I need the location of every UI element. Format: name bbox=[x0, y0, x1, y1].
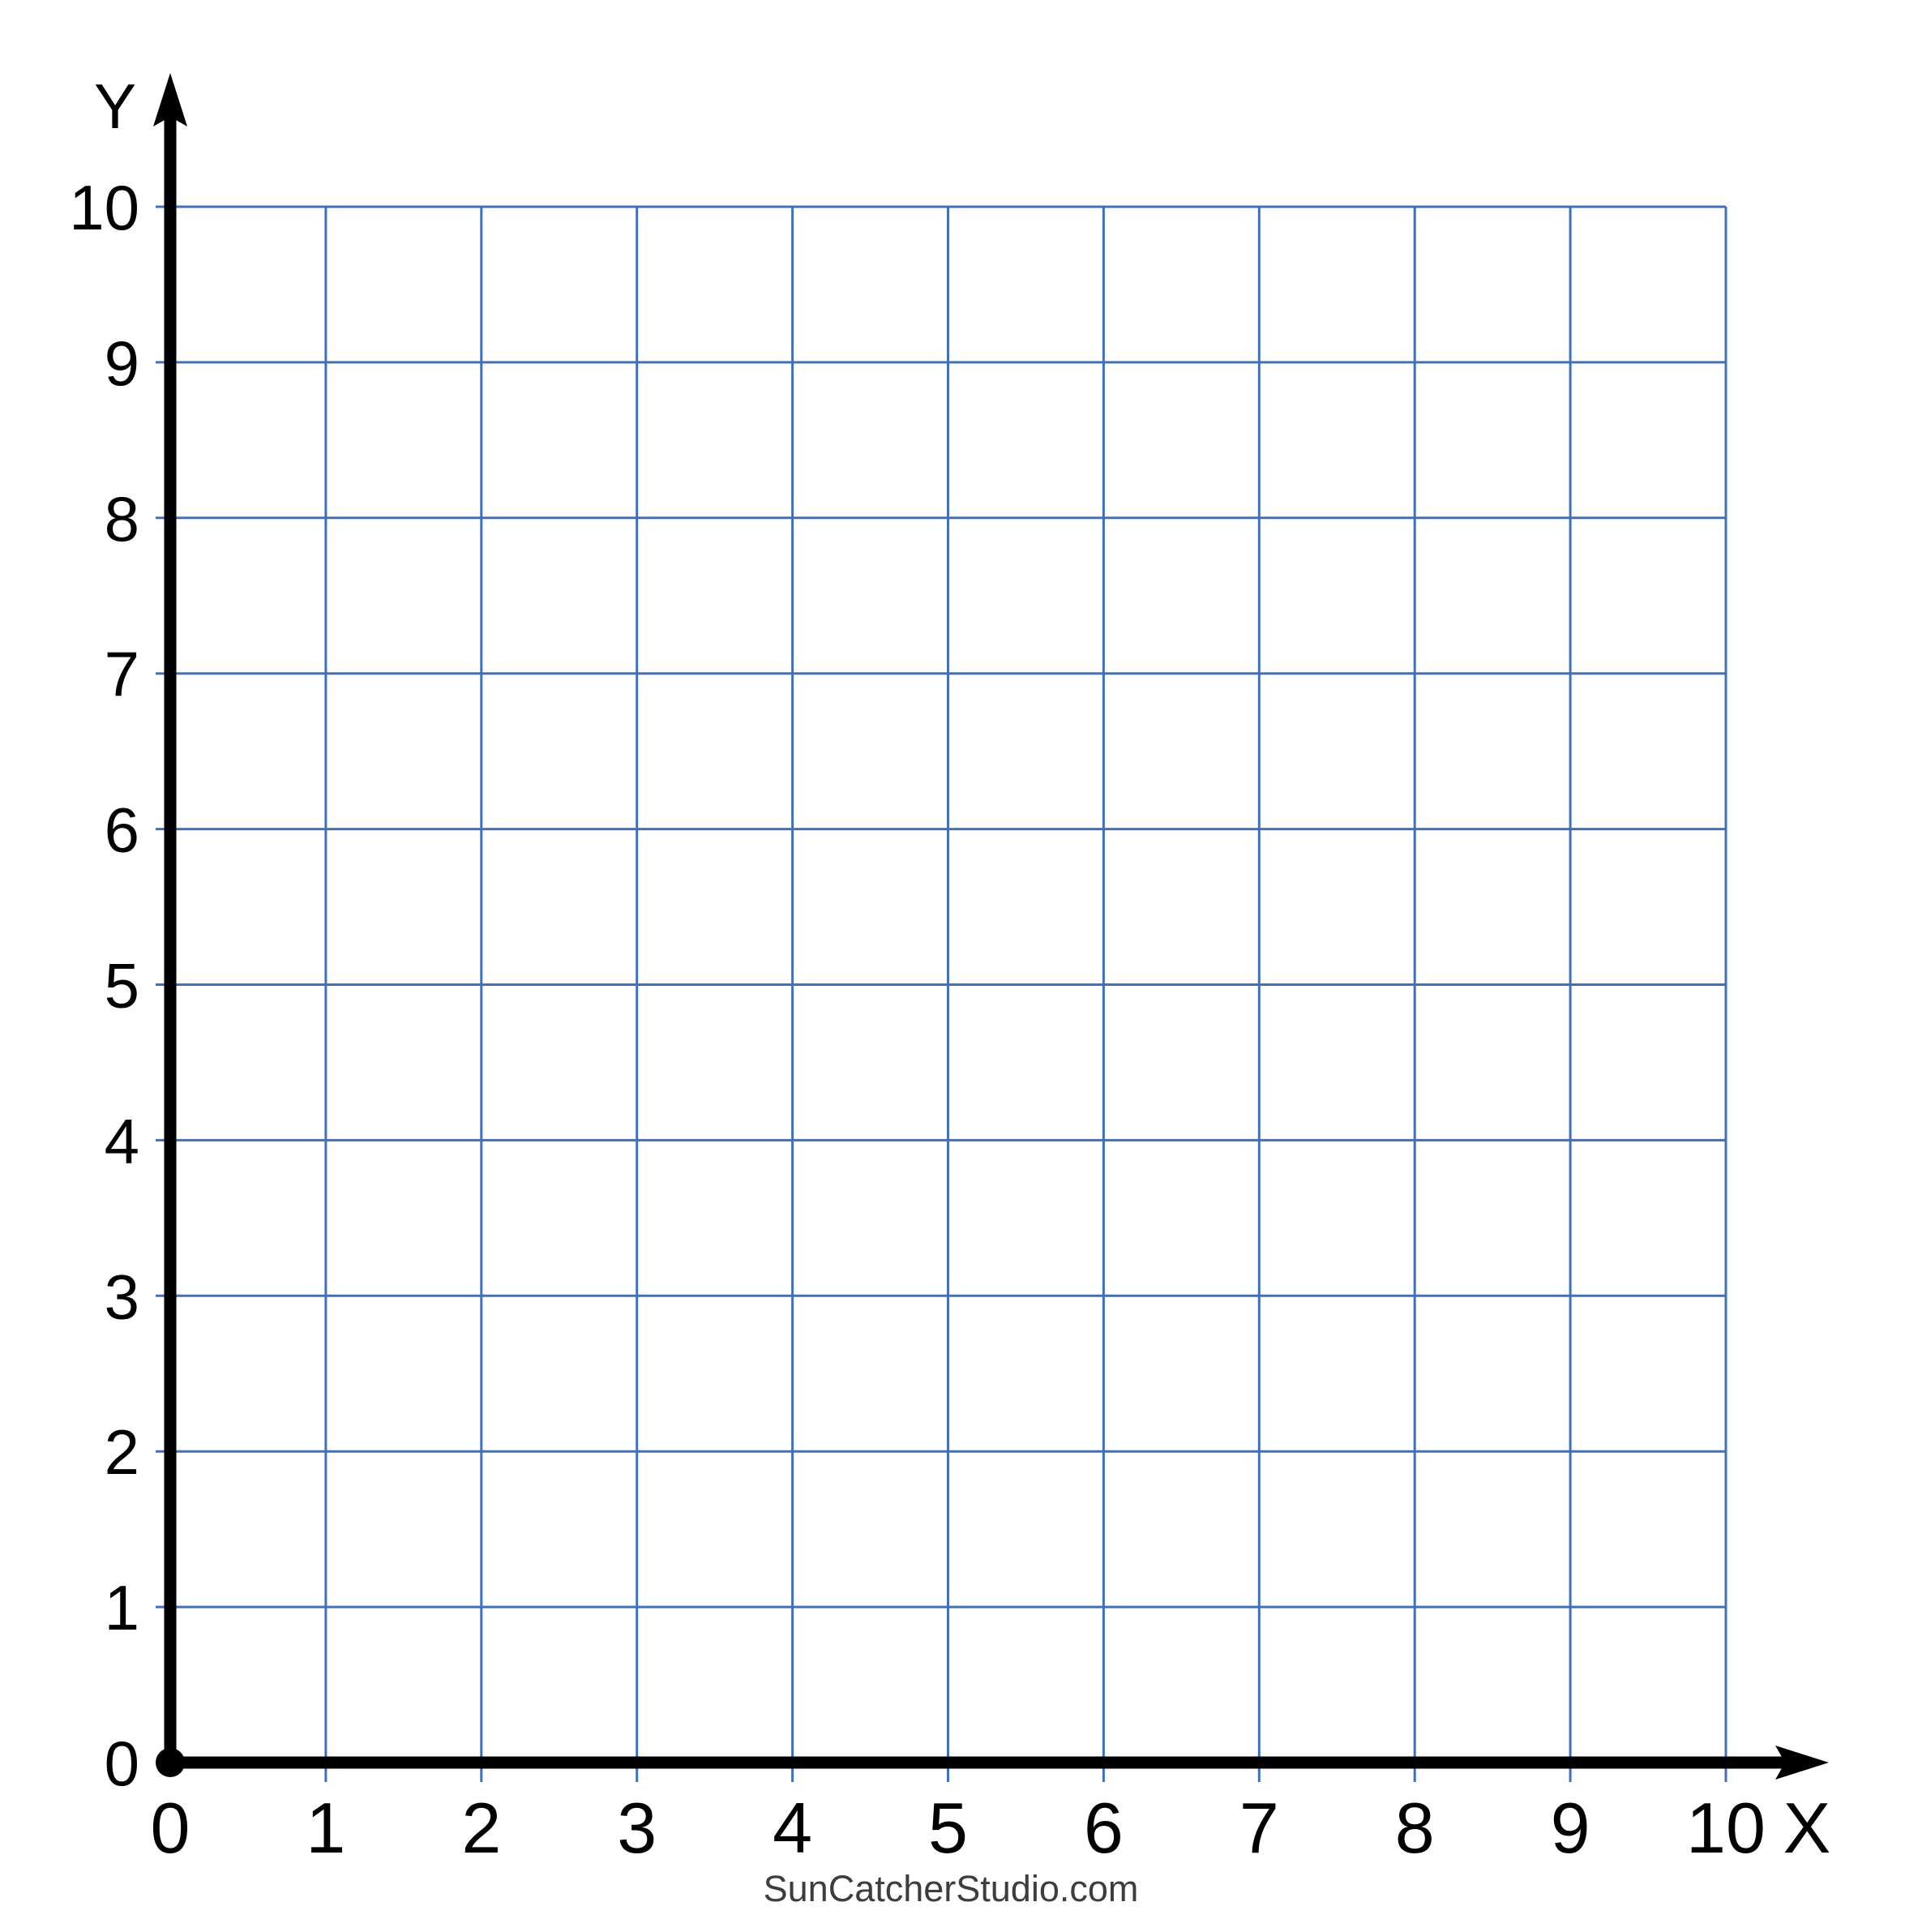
watermark-text: SunCatcherStudio.com bbox=[764, 1868, 1139, 1909]
y-tick-label: 9 bbox=[105, 328, 139, 399]
y-tick-label: 5 bbox=[105, 950, 139, 1022]
x-axis-arrow-icon bbox=[1775, 1746, 1829, 1780]
y-tick-label: 1 bbox=[105, 1572, 139, 1643]
grid-lines bbox=[156, 205, 1727, 1782]
x-tick-label: 4 bbox=[773, 1788, 812, 1868]
y-axis-arrow-icon bbox=[153, 73, 187, 126]
y-tick-label: 3 bbox=[105, 1261, 139, 1332]
x-axis-label: X bbox=[1783, 1788, 1831, 1868]
x-tick-label: 1 bbox=[306, 1788, 345, 1868]
x-tick-label: 6 bbox=[1084, 1788, 1124, 1868]
x-tick-label: 8 bbox=[1395, 1788, 1435, 1868]
x-tick-label: 10 bbox=[1686, 1788, 1766, 1868]
y-tick-label: 0 bbox=[105, 1728, 139, 1799]
y-tick-label: 7 bbox=[105, 639, 139, 710]
x-tick-label: 2 bbox=[461, 1788, 501, 1868]
x-tick-labels: 0 1 2 3 4 5 6 7 8 9 10 bbox=[151, 1788, 1766, 1868]
x-tick-label: 5 bbox=[928, 1788, 968, 1868]
y-tick-label: 6 bbox=[105, 795, 139, 866]
y-tick-label: 4 bbox=[105, 1105, 139, 1176]
x-tick-label: 3 bbox=[617, 1788, 657, 1868]
y-tick-labels: 0 1 2 3 4 5 6 7 8 9 10 bbox=[69, 172, 139, 1799]
x-tick-label: 7 bbox=[1239, 1788, 1279, 1868]
origin-point bbox=[156, 1748, 185, 1777]
y-axis-label: Y bbox=[94, 71, 136, 142]
y-tick-label: 2 bbox=[105, 1416, 139, 1488]
x-tick-label: 9 bbox=[1551, 1788, 1590, 1868]
y-tick-label: 8 bbox=[105, 483, 139, 555]
x-tick-label: 0 bbox=[151, 1788, 190, 1868]
y-tick-label: 10 bbox=[69, 172, 139, 243]
axes bbox=[153, 73, 1829, 1780]
